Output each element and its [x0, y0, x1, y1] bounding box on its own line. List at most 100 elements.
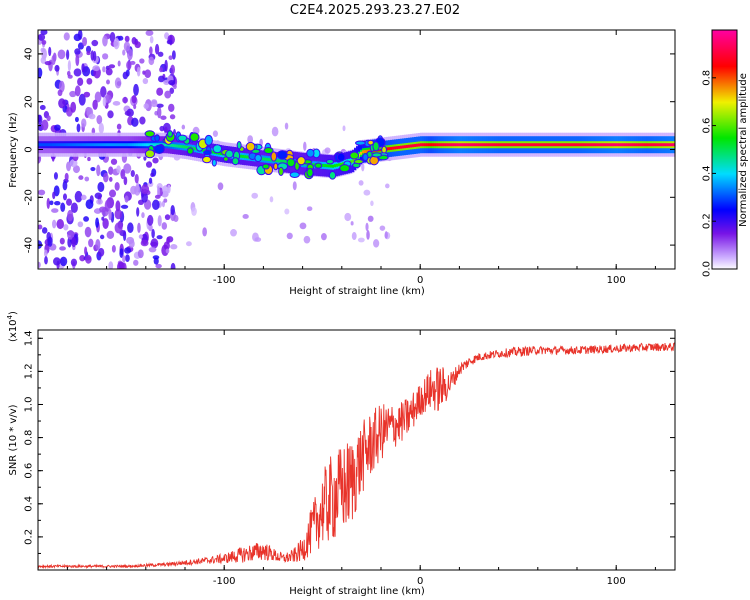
- spectrogram-ridge-core: [350, 160, 353, 164]
- colorbar-segment: [712, 179, 737, 181]
- spectrogram-y-tick-label: 0: [24, 146, 35, 152]
- spectrogram-noise-blob: [70, 202, 78, 214]
- spectrogram-ridge-core: [420, 143, 423, 147]
- spectrogram-ridge-blob: [202, 155, 212, 164]
- colorbar-segment: [712, 220, 737, 222]
- colorbar-segment: [712, 77, 737, 79]
- snr-y-tick-label: 0.8: [24, 430, 35, 446]
- spectrogram-noise-blob: [56, 218, 65, 230]
- spectrogram-faint-blob: [181, 124, 186, 130]
- spectrogram-noise-blob: [83, 216, 90, 222]
- spectrogram-noise-blob: [164, 214, 171, 221]
- colorbar-segment: [712, 159, 737, 161]
- colorbar-segment: [712, 71, 737, 73]
- colorbar-segment: [712, 227, 737, 229]
- spectrogram-noise-blob: [53, 257, 61, 266]
- spectrogram-ridge-blob: [167, 130, 174, 138]
- spectrogram-ridge-core: [418, 143, 421, 147]
- spectrogram-ridge-core: [462, 143, 465, 147]
- spectrogram-noise-blob: [149, 35, 154, 44]
- colorbar-segment: [712, 195, 737, 197]
- spectrogram-noise-blob: [172, 83, 177, 90]
- spectrogram-ridge-core: [610, 143, 613, 147]
- spectrogram-faint-blob: [269, 196, 274, 203]
- spectrogram-ridge-core: [634, 143, 637, 147]
- colorbar-segment: [712, 89, 737, 91]
- spectrogram-ridge-core: [494, 143, 497, 147]
- colorbar-segment: [712, 35, 737, 37]
- colorbar-segment: [712, 248, 737, 250]
- spectrogram-noise-blob: [143, 155, 147, 161]
- spectrogram-noise-blob: [106, 230, 115, 239]
- spectrogram-noise-blob: [53, 185, 60, 197]
- spectrogram-ridge-core: [352, 159, 355, 163]
- colorbar-frame: [711, 29, 738, 270]
- spectrogram-ridge-core: [484, 143, 487, 147]
- spectrogram-noise-blob: [134, 173, 139, 184]
- colorbar-segment: [712, 245, 737, 247]
- spectrogram-ridge-core: [212, 150, 215, 154]
- spectrogram-ridge-core: [584, 143, 587, 147]
- colorbar-segment: [712, 76, 737, 78]
- spectrogram-ridge-core: [170, 143, 173, 147]
- spectrogram-noise-blob: [164, 90, 172, 99]
- spectrogram-ridge-core: [562, 143, 565, 147]
- spectrogram-ridge-core: [120, 143, 123, 147]
- spectrogram-noise-blob: [142, 77, 149, 85]
- spectrogram-noise-blob: [102, 53, 109, 60]
- spectrogram-noise-blob: [91, 39, 99, 47]
- spectrogram-noise-blob: [54, 201, 61, 206]
- colorbar-segment: [712, 166, 737, 168]
- spectrogram-noise-blob: [70, 258, 78, 267]
- colorbar-segment: [712, 194, 737, 196]
- spectrogram-noise-blob: [122, 49, 126, 56]
- spectrogram-ridge-core: [652, 143, 655, 147]
- spectrogram-noise-blob: [70, 101, 77, 113]
- colorbar-segment: [712, 75, 737, 77]
- spectrogram-ridge-blob: [204, 134, 213, 146]
- spectrogram-ridge-core: [144, 143, 147, 147]
- spectrogram-ridge-core: [404, 145, 407, 149]
- spectrogram-ridge-core: [88, 143, 91, 147]
- colorbar-segment: [712, 214, 737, 216]
- spectrogram-ridge-core: [364, 150, 367, 154]
- snr-x-tick-label: 100: [607, 576, 626, 587]
- spectrogram-noise-blob: [38, 114, 43, 125]
- colorbar-segment: [712, 230, 737, 232]
- spectrogram-ridge-blob: [225, 149, 234, 159]
- spectrogram-noise-blob: [78, 93, 86, 106]
- spectrogram-noise-blob: [131, 117, 139, 127]
- spectrogram-noise-blob: [96, 199, 103, 205]
- spectrogram-ridge-core: [638, 143, 641, 147]
- colorbar-segment: [712, 108, 737, 110]
- colorbar-segment: [712, 232, 737, 234]
- colorbar-segment: [712, 202, 737, 204]
- spectrogram-noise-blob: [120, 204, 129, 209]
- spectrogram-ridge-core: [342, 162, 345, 166]
- spectrogram-ridge-core: [534, 143, 537, 147]
- spectrogram-ridge-core: [192, 146, 195, 150]
- colorbar-segment: [712, 101, 737, 103]
- spectrogram-ridge-core: [262, 157, 265, 161]
- spectrogram-ridge-core: [80, 143, 83, 147]
- spectrogram-ridge-core: [548, 143, 551, 147]
- spectrogram-ridge-blob: [153, 144, 165, 154]
- colorbar-segment: [712, 256, 737, 258]
- spectrogram-noise-blob: [98, 247, 105, 257]
- spectrogram-ridge-core: [186, 145, 189, 149]
- spectrogram-faint-blob: [247, 135, 254, 144]
- spectrogram-noise-blob: [59, 246, 66, 251]
- colorbar-segment: [712, 199, 737, 201]
- spectrogram-ridge-core: [658, 143, 661, 147]
- colorbar-segment: [712, 136, 737, 138]
- spectrogram-y-tick-label: -20: [24, 189, 35, 205]
- colorbar-segment: [712, 151, 737, 153]
- spectrogram-noise-blob: [69, 90, 77, 98]
- spectrogram-ridge-blob: [289, 171, 300, 179]
- spectrogram-noise-blob: [88, 238, 94, 248]
- spectrogram-ridge-core: [456, 143, 459, 147]
- spectrogram-ridge-core: [648, 143, 651, 147]
- colorbar-segment: [712, 186, 737, 188]
- spectrogram-ridge-core: [390, 146, 393, 150]
- spectrogram-noise-blob: [156, 87, 164, 96]
